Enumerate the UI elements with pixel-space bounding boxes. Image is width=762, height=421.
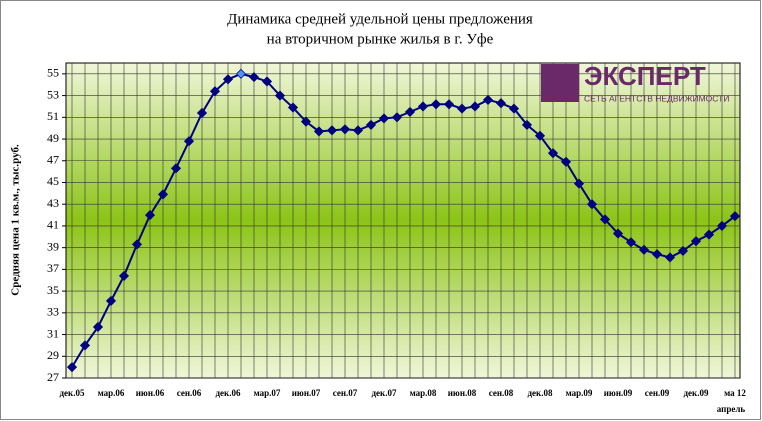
data-point — [339, 124, 351, 135]
data-point — [677, 245, 689, 256]
logo: ЭКСПЕРТ СЕТЬ АГЕНТСТВ НЕДВИЖИМОСТИ — [541, 61, 729, 103]
y-tick-label: 43 — [47, 196, 59, 210]
x-tick-label: мар.07 — [254, 388, 281, 398]
chart-title: на вторичном рынке жилья в г. Уфе — [267, 31, 494, 47]
data-point — [599, 214, 611, 225]
data-point — [521, 119, 533, 130]
logo-subtitle: СЕТЬ АГЕНТСТВ НЕДВИЖИМОСТИ — [584, 93, 729, 103]
data-point — [547, 148, 559, 159]
y-tick-label: 53 — [47, 87, 59, 101]
data-point — [313, 126, 325, 137]
data-point — [664, 252, 676, 263]
data-point — [456, 103, 468, 114]
y-tick-label: 39 — [47, 239, 59, 253]
x-tick-label: мар.06 — [98, 388, 125, 398]
x-tick-label: сен.07 — [333, 388, 358, 398]
data-point — [651, 249, 663, 260]
data-point — [261, 76, 273, 87]
data-point — [404, 106, 416, 117]
logo-name: ЭКСПЕРТ — [584, 61, 706, 91]
data-point — [326, 125, 338, 136]
y-tick-label: 35 — [47, 283, 59, 297]
data-point — [417, 101, 429, 112]
y-tick-label: 47 — [47, 153, 59, 167]
data-point — [703, 229, 715, 240]
x-tick-label: июн.08 — [448, 388, 477, 398]
y-tick-label: 33 — [47, 305, 59, 319]
data-point — [222, 74, 234, 85]
data-point — [118, 270, 130, 281]
data-point — [157, 189, 169, 200]
data-point — [287, 102, 299, 113]
chart-title: Динамика средней удельной цены предложен… — [227, 11, 533, 27]
data-point — [573, 178, 585, 189]
x-tick-label: июн.07 — [292, 388, 321, 398]
y-tick-label: 51 — [47, 109, 59, 123]
data-point — [105, 295, 117, 306]
data-point — [586, 199, 598, 210]
data-point — [469, 101, 481, 112]
data-point — [560, 156, 572, 167]
data-point — [391, 112, 403, 123]
data-point — [508, 103, 520, 114]
data-point — [378, 113, 390, 124]
x-tick-label: ма 12 — [724, 388, 746, 398]
y-tick-label: 29 — [47, 348, 59, 362]
data-point — [638, 244, 650, 255]
plot-area — [65, 62, 741, 379]
x-tick-label: дек.08 — [528, 388, 553, 398]
data-point — [365, 119, 377, 130]
logo-icon — [541, 64, 579, 102]
data-point — [534, 130, 546, 141]
data-point — [300, 116, 312, 127]
data-point — [144, 210, 156, 221]
x-tick-label: сен.06 — [177, 388, 202, 398]
x-tick-label: дек.09 — [684, 388, 709, 398]
data-point — [352, 125, 364, 136]
x-tick-label: дек.05 — [60, 388, 85, 398]
data-point — [690, 236, 702, 247]
x-tick-label: дек.06 — [216, 388, 241, 398]
data-point — [209, 86, 221, 97]
y-tick-label: 45 — [47, 174, 59, 188]
y-axis-label: Средняя цена 1 кв.м., тыс.руб. — [10, 144, 22, 296]
data-point — [716, 220, 728, 231]
data-point — [196, 107, 208, 119]
annotation: апрель — [717, 404, 746, 414]
y-tick-label: 49 — [47, 131, 59, 145]
data-point — [482, 94, 494, 105]
data-point — [170, 163, 182, 174]
data-point — [430, 99, 442, 110]
x-tick-label: мар.09 — [566, 388, 593, 398]
x-tick-label: дек.07 — [372, 388, 397, 398]
x-tick-label: июн.09 — [604, 388, 633, 398]
data-point — [612, 228, 624, 239]
data-point — [495, 98, 507, 109]
data-point — [183, 136, 195, 147]
data-point — [235, 68, 247, 79]
data-point — [248, 72, 260, 83]
data-point — [92, 321, 104, 333]
y-tick-label: 31 — [47, 326, 59, 340]
y-tick-label: 41 — [47, 218, 59, 232]
y-tick-label: 37 — [47, 261, 59, 275]
x-tick-label: мар.08 — [410, 388, 437, 398]
data-point — [131, 239, 143, 250]
data-point — [729, 211, 741, 222]
x-tick-label: сен.09 — [645, 388, 670, 398]
data-point — [443, 99, 455, 110]
data-point — [274, 90, 286, 101]
line — [71, 72, 736, 368]
data-point — [625, 237, 637, 248]
data-point — [66, 362, 78, 373]
y-tick-label: 55 — [47, 66, 59, 80]
y-tick-label: 27 — [47, 370, 59, 384]
x-tick-label: июн.06 — [136, 388, 165, 398]
data-point — [79, 340, 91, 351]
x-tick-label: сен.08 — [489, 388, 514, 398]
